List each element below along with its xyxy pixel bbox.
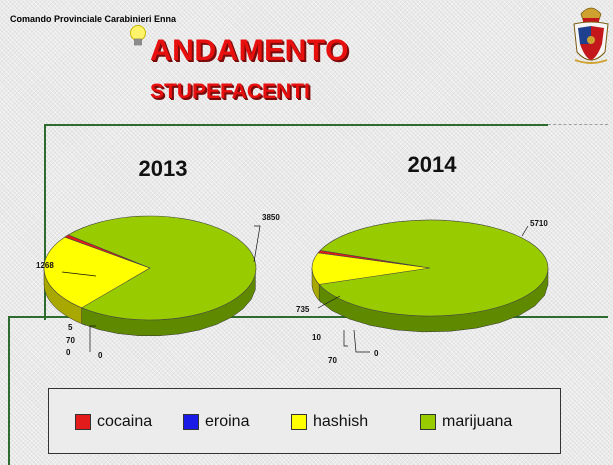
organization-name: Comando Provinciale Carabinieri Enna [10,14,177,24]
leader-line [61,271,97,277]
chart-title-2013: 2013 [139,156,188,181]
lower-panel-top-border [8,316,608,318]
pie-slice-hashish [43,236,151,310]
data-label: 3850 [262,213,280,222]
legend-label: marijuana [442,413,513,430]
legend-label: eroina [205,413,250,430]
leader-line [317,295,341,309]
legend-label: hashish [313,413,369,430]
legend-swatch-marijuana [420,414,436,430]
page-title: ANDAMENTO [150,34,349,67]
data-label: 735 [296,305,310,314]
chart-title-2014: 2014 [408,152,458,177]
legend-swatch-hashish [291,414,307,430]
legend-swatch-cocaina [75,414,91,430]
data-label: 0 [374,349,379,358]
carabinieri-crest-icon [573,7,609,64]
data-label: 0 [66,348,71,357]
legend-item-hashish: hashish [291,413,368,431]
panel-top-border [44,124,548,126]
lightbulb-icon [130,25,146,46]
data-label: 0 [98,351,103,360]
panel-left-border [44,124,46,320]
leader-line [253,225,261,263]
leader-line [89,325,96,352]
pie-slice-marijuana [67,215,257,321]
data-label: 5710 [530,219,548,228]
legend-item-eroina: eroina [183,413,249,431]
legend-item-cocaina: cocaina [75,413,152,431]
pie-slice-marijuana [318,219,549,317]
chart-legend: cocaina eroina hashish marijuana [48,388,561,454]
data-label: 10 [312,333,321,342]
legend-swatch-eroina [183,414,199,430]
leader-line [521,225,529,237]
lower-panel-left-border [8,316,10,465]
data-label: 70 [328,356,337,365]
data-label: 70 [66,336,75,345]
legend-item-marijuana: marijuana [420,413,512,431]
leader-line [353,329,370,353]
panel-top-dotted [548,124,608,125]
data-label: 1268 [36,261,54,270]
legend-label: cocaina [97,413,153,430]
page-subtitle: STUPEFACENTI [150,80,310,103]
leader-line [343,330,348,347]
data-label: 5 [68,323,73,332]
